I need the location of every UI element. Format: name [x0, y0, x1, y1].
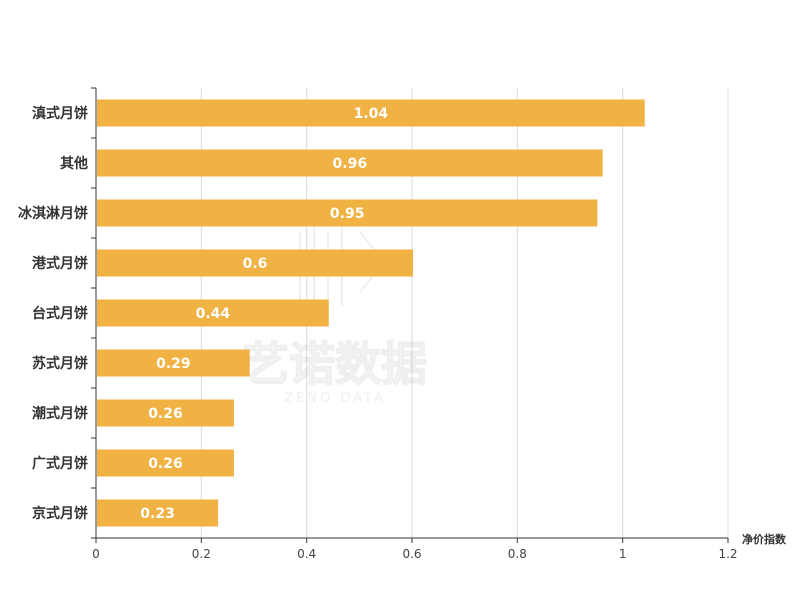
bar — [97, 149, 603, 177]
bar-value-label: 1.04 — [354, 106, 389, 122]
axes: 0 0.2 0.4 0.6 0.8 1 1.2 滇式月饼其他冰淇淋月饼港式月饼台式月饼苏式月饼… — [18, 87, 738, 561]
data-labels: 1.04 0.96 0.95 0.6 0.44 0.29 0.26 0.26 0.23 — [140, 106, 388, 522]
bar — [97, 199, 598, 227]
bar — [97, 449, 234, 477]
bar-value-label: 0.29 — [156, 356, 191, 372]
bar — [97, 399, 234, 427]
y-category-label: 其他 — [60, 155, 88, 172]
y-category-label: 广式月饼 — [32, 455, 88, 472]
watermark-en-text: ZENO DATA — [284, 391, 386, 406]
bar — [97, 299, 329, 327]
bar — [97, 249, 413, 277]
bar — [97, 99, 645, 127]
x-tick-label: 0.4 — [297, 547, 316, 561]
bar-value-label: 0.6 — [243, 256, 268, 272]
x-tick-label: 0.8 — [508, 547, 527, 561]
watermark-cn-text: 艺诺数据 — [243, 337, 427, 391]
y-category-label: 台式月饼 — [32, 305, 88, 322]
y-category-label: 滇式月饼 — [32, 105, 88, 122]
bar — [97, 499, 219, 527]
x-tick-label: 0 — [92, 547, 100, 561]
bar-value-label: 0.96 — [333, 156, 368, 172]
x-tick-label: 1 — [619, 547, 627, 561]
bar-value-label: 0.44 — [196, 306, 231, 322]
watermark: 艺诺数据 ZENO DATA — [242, 226, 428, 406]
y-category-label: 港式月饼 — [32, 255, 88, 272]
bar-value-label: 0.95 — [330, 206, 365, 222]
y-category-label: 潮式月饼 — [32, 405, 88, 422]
bar — [97, 349, 250, 377]
y-category-label: 京式月饼 — [32, 505, 88, 522]
bars — [97, 99, 645, 527]
bar-value-label: 0.26 — [148, 456, 183, 472]
x-tick-label: 1.2 — [718, 547, 737, 561]
bar-value-label: 0.23 — [140, 506, 175, 522]
x-axis-title: 净价指数 — [742, 532, 787, 546]
y-category-label: 苏式月饼 — [32, 355, 88, 372]
x-tick-label: 0.2 — [192, 547, 211, 561]
x-tick-label: 0.6 — [402, 547, 421, 561]
bar-value-label: 0.26 — [148, 406, 183, 422]
y-category-label: 冰淇淋月饼 — [18, 205, 88, 222]
